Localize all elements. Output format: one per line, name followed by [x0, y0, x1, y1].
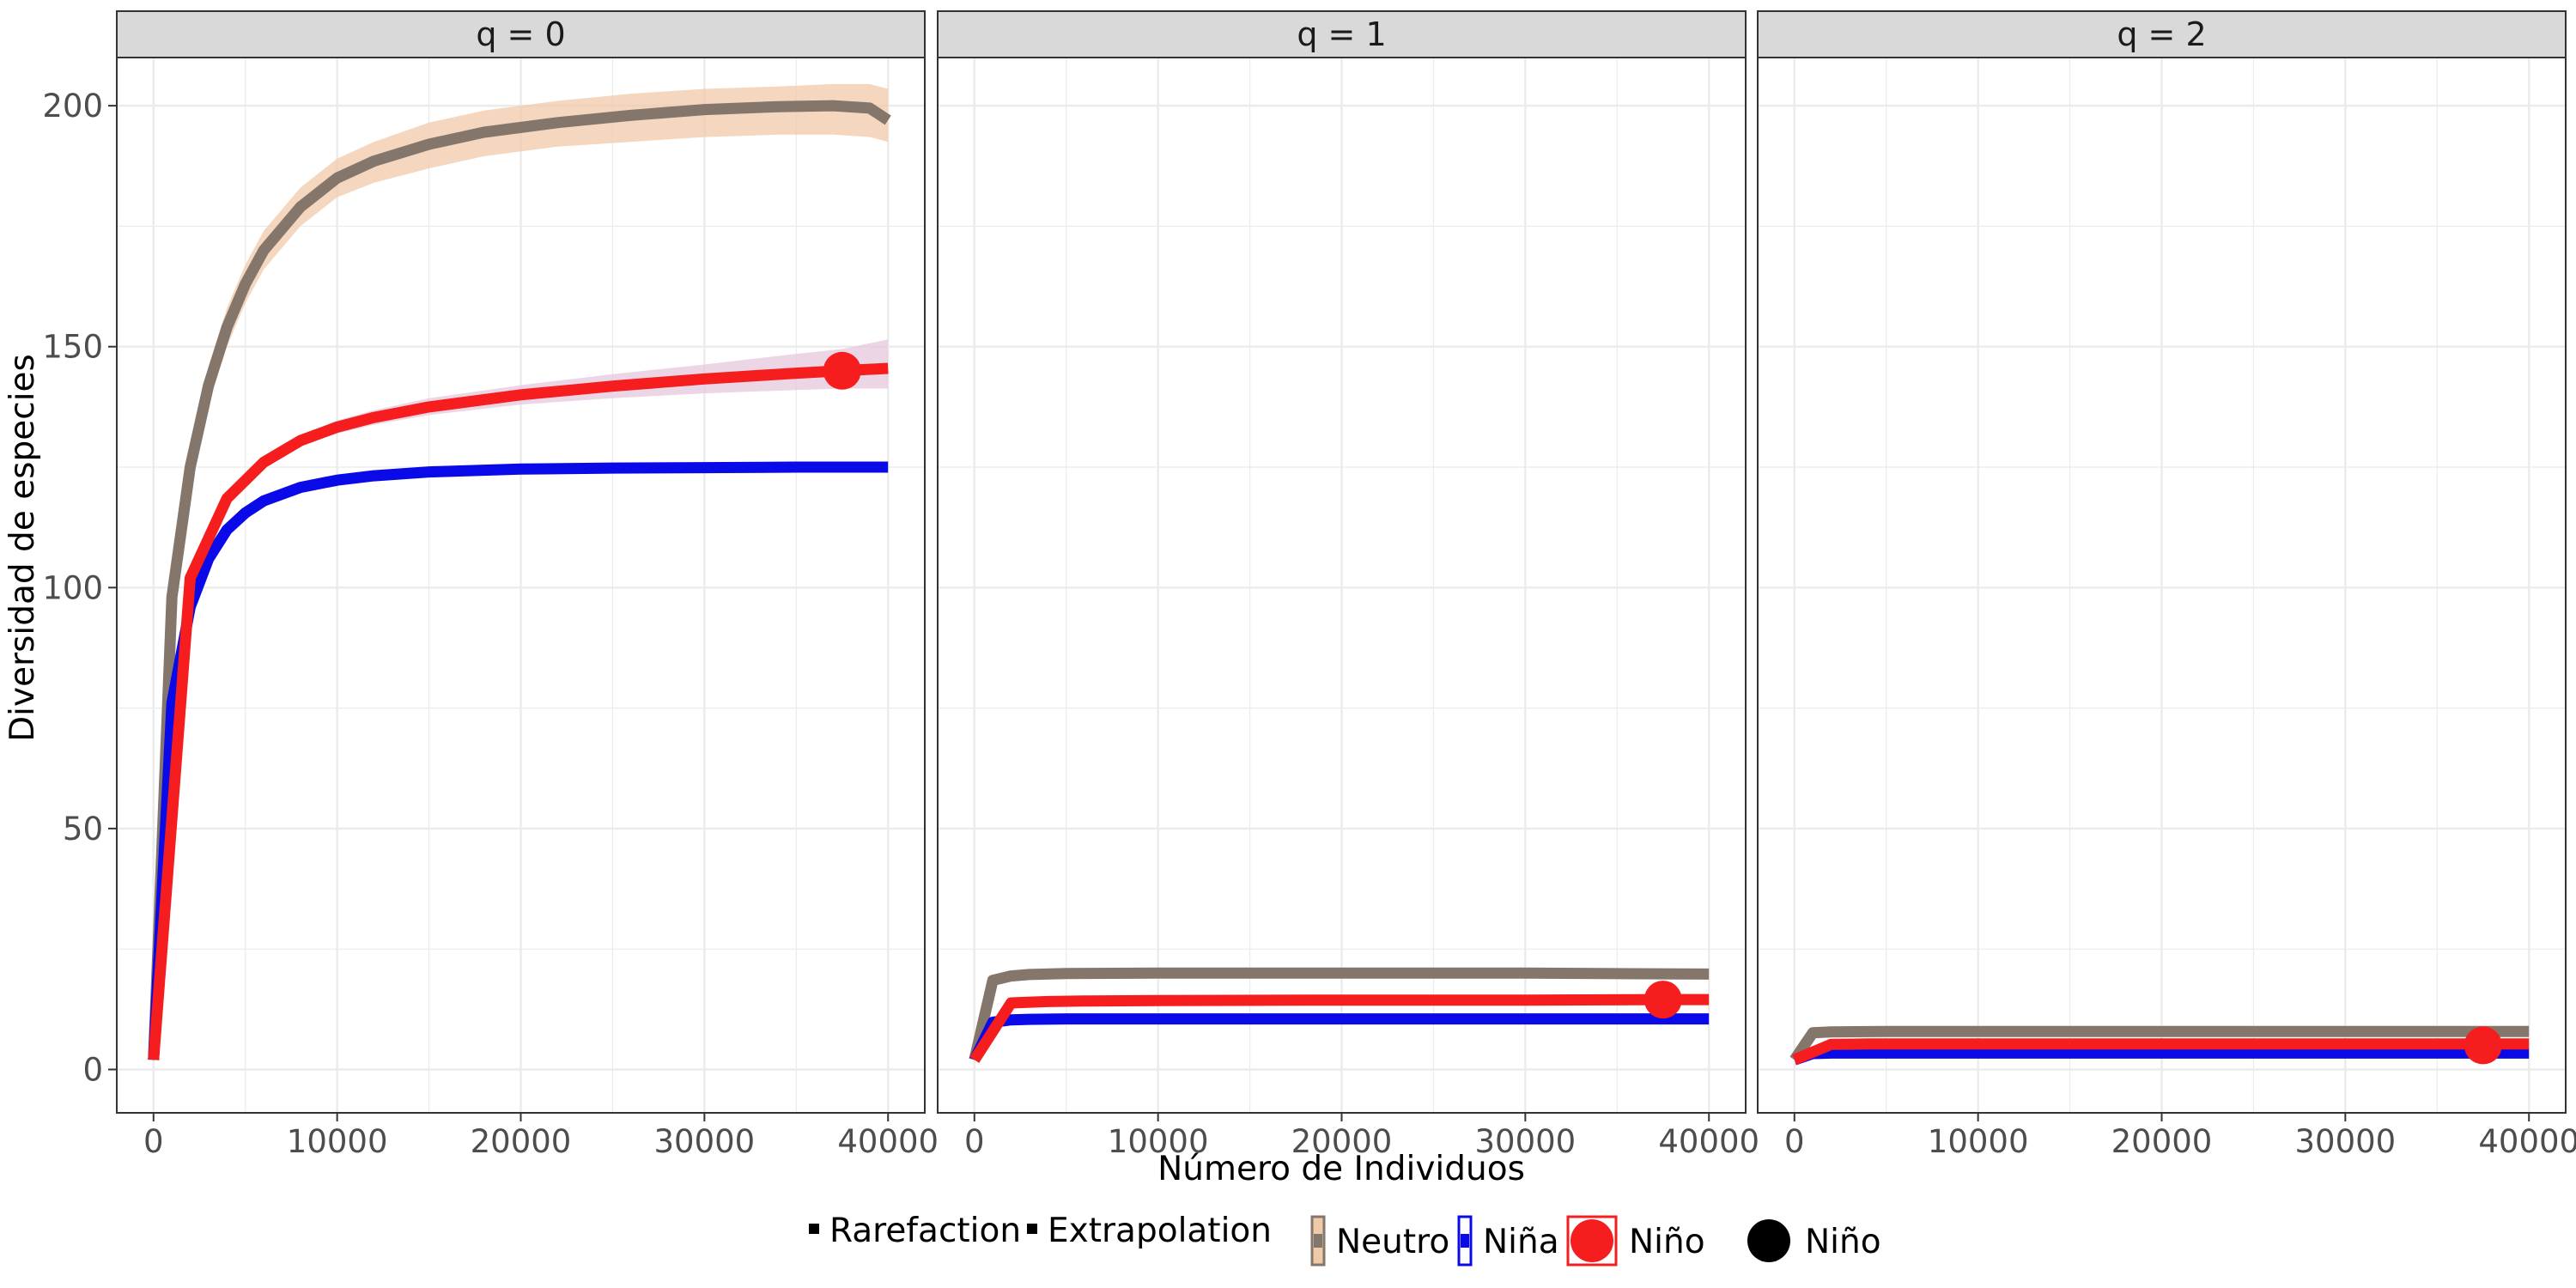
x-axis-title: Número de Individuos — [1157, 1150, 1525, 1188]
x-tick-label: 10000 — [287, 1123, 388, 1160]
x-tick-label: 0 — [1784, 1123, 1805, 1160]
gridlines — [1758, 58, 2566, 1113]
legend-label-group: Niño — [1629, 1223, 1705, 1261]
facet-2: q = 1 0 10000 20000 30000 40000 — [937, 10, 1759, 1160]
y-tick-label: 100 — [42, 569, 103, 606]
series-line-neutro — [969, 967, 1710, 1061]
y-tick-label: 150 — [42, 329, 103, 366]
x-tick-label: 30000 — [654, 1123, 756, 1160]
facet-1: q = 0 0 10000 20000 30000 40000 0 50 100 150 200 — [42, 10, 939, 1160]
x-tick-label: 40000 — [837, 1123, 939, 1160]
x-tick-label: 30000 — [1475, 1123, 1577, 1160]
x-tick-label: 10000 — [1928, 1123, 2029, 1160]
series-line-niña — [148, 461, 889, 1060]
legend-label-group: Neutro — [1336, 1223, 1449, 1261]
x-tick-label: 20000 — [471, 1123, 572, 1160]
series-line-niño — [148, 362, 889, 1060]
legend-label-rarefaction: Rarefaction — [829, 1212, 1021, 1250]
series-line-neutro — [148, 100, 891, 1060]
x-tick-label: 10000 — [1108, 1123, 1209, 1160]
observed-point-niño — [1643, 981, 1682, 1019]
x-tick-label: 0 — [964, 1123, 985, 1160]
legend-key-shape — [1747, 1219, 1790, 1262]
x-tick-label: 0 — [143, 1123, 164, 1160]
facet-strip — [116, 10, 926, 58]
legend: Rarefaction Extrapolation Neutro Niña Niño Ni… — [809, 1212, 1881, 1267]
x-tick-label: 20000 — [1291, 1123, 1393, 1160]
x-tick-label: 20000 — [2111, 1123, 2213, 1160]
legend-key-nino-point — [1571, 1219, 1613, 1262]
gridlines — [938, 58, 1746, 1113]
facet-strip-label: q = 2 — [2117, 15, 2206, 53]
y-tick-label: 50 — [63, 811, 103, 848]
facet-strip — [937, 10, 1747, 58]
x-tick-label: 40000 — [2478, 1123, 2576, 1160]
x-tick-label: 30000 — [2295, 1123, 2397, 1160]
gridlines — [117, 58, 925, 1113]
observed-point-niño — [823, 351, 861, 390]
series-line-niño — [969, 993, 1710, 1063]
facet-panels: q = 00 10000 20000 30000 40000050100150200q … — [42, 10, 2576, 1160]
observed-point-niño — [2464, 1026, 2502, 1065]
legend-label-group: Niña — [1483, 1223, 1559, 1261]
facet-strip-label: q = 0 — [476, 15, 565, 53]
facet-3: q = 2 0 10000 20000 30000 40000 — [1757, 10, 2576, 1160]
series-line-niño — [1792, 1038, 2530, 1066]
legend-key-rarefaction — [809, 1224, 819, 1234]
legend-key-extrapolation — [1027, 1224, 1037, 1234]
y-tick-label: 0 — [82, 1051, 103, 1088]
legend-label-shape: Niño — [1805, 1223, 1881, 1261]
facet-strip-label: q = 1 — [1297, 15, 1386, 53]
y-tick-label: 200 — [42, 88, 103, 125]
x-tick-label: 40000 — [1658, 1123, 1759, 1160]
y-axis-title: Diversidad de especies — [3, 354, 42, 742]
legend-label-extrapolation: Extrapolation — [1048, 1212, 1272, 1250]
series-line-neutro — [1789, 1025, 2530, 1063]
